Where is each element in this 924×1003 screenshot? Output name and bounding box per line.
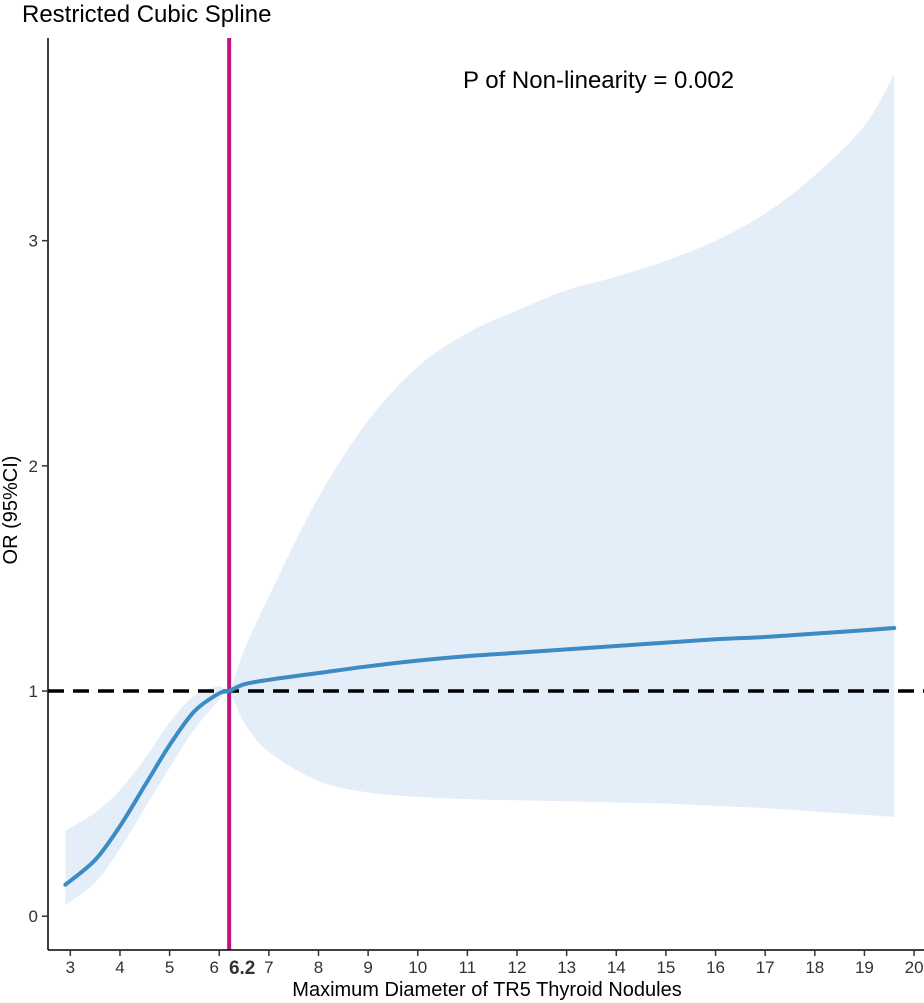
x-tick-label: 11 <box>459 958 477 977</box>
y-tick-label: 3 <box>29 232 38 251</box>
x-tick-label: 19 <box>855 958 874 977</box>
x-tick-label: 10 <box>408 958 427 977</box>
or-curve <box>63 626 897 887</box>
x-ticks: 3 4 5 6 7 8 9 10 11 12 13 14 15 16 17 18 19 20 <box>66 950 924 977</box>
knot-label: 6.2 <box>229 958 255 979</box>
x-tick-label: 9 <box>363 958 372 977</box>
x-tick-label: 18 <box>805 958 824 977</box>
y-ticks: 0 1 2 3 <box>29 232 48 926</box>
x-tick-label: 14 <box>607 958 626 977</box>
chart-title: Restricted Cubic Spline <box>22 1 271 28</box>
x-tick-label: 7 <box>264 958 273 977</box>
x-tick-label: 15 <box>656 958 675 977</box>
x-tick-label: 13 <box>557 958 576 977</box>
y-axis-label: OR (95%CI) <box>0 456 22 565</box>
x-tick-label: 5 <box>165 958 174 977</box>
x-tick-label: 6 <box>209 958 218 977</box>
x-tick-label: 20 <box>905 958 924 977</box>
x-tick-label: 8 <box>314 958 323 977</box>
y-tick-label: 1 <box>29 682 38 701</box>
x-tick-label: 17 <box>756 958 775 977</box>
nonlinearity-annotation: P of Non-linearity = 0.002 <box>463 67 734 94</box>
x-axis-label: Maximum Diameter of TR5 Thyroid Nodules <box>292 979 681 1001</box>
y-tick-label: 0 <box>29 907 38 926</box>
y-tick-label: 2 <box>29 457 38 476</box>
x-tick-label: 3 <box>66 958 75 977</box>
confidence-band <box>65 74 895 905</box>
x-tick-label: 16 <box>706 958 725 977</box>
x-tick-label: 12 <box>508 958 527 977</box>
x-tick-label: 4 <box>115 958 124 977</box>
